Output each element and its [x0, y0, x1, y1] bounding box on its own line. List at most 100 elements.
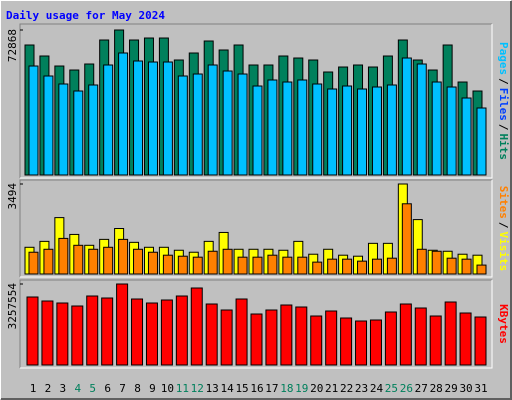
legend-entry: Hits [497, 134, 510, 161]
bar [73, 90, 84, 176]
bar [297, 79, 308, 176]
bar [355, 320, 368, 366]
bar [131, 298, 144, 366]
bar [459, 312, 472, 366]
bar [416, 248, 427, 275]
bar [476, 107, 487, 176]
legend-entry: / [497, 124, 510, 131]
bar [431, 250, 442, 275]
bar [192, 256, 203, 275]
bar [88, 248, 99, 275]
bar [162, 254, 173, 275]
bar [162, 61, 173, 176]
legend: KBytes [497, 304, 510, 344]
bar [220, 309, 233, 366]
x-tick-label: 4 [74, 382, 81, 395]
legend-entry: / [497, 222, 510, 229]
legend-entry: Files [497, 88, 510, 121]
x-tick-label: 21 [325, 382, 338, 395]
bar [71, 305, 84, 366]
bar [461, 258, 472, 275]
bar [177, 75, 188, 176]
y-tick-label: 3494 [6, 183, 19, 210]
bar [133, 248, 144, 275]
bar [416, 63, 427, 176]
bar [327, 88, 338, 176]
x-tick-label: 8 [134, 382, 141, 395]
bar [116, 283, 129, 366]
bar [280, 304, 293, 366]
bar [431, 81, 442, 176]
legend-entry: Visits [497, 232, 510, 272]
bar [444, 301, 457, 366]
x-tick-label: 25 [385, 382, 398, 395]
bar [133, 60, 144, 176]
bar [357, 260, 368, 275]
x-tick-label: 16 [250, 382, 263, 395]
bar [461, 97, 472, 176]
bar [369, 319, 382, 366]
bar [190, 287, 203, 366]
bar [192, 73, 203, 176]
bar [267, 79, 278, 176]
bar [282, 256, 293, 275]
bar [386, 257, 397, 275]
x-tick-label: 18 [280, 382, 293, 395]
bar [147, 251, 158, 275]
x-tick-label: 20 [310, 382, 323, 395]
x-tick-label: 7 [119, 382, 126, 395]
x-tick-label: 9 [149, 382, 156, 395]
bar [147, 61, 158, 176]
bar [312, 261, 323, 275]
legend-entry: KBytes [497, 304, 510, 344]
bar [384, 311, 397, 366]
x-tick-label: 29 [445, 382, 458, 395]
x-tick-label: 3 [60, 382, 67, 395]
x-tick-label: 19 [295, 382, 308, 395]
bar [252, 85, 263, 176]
bar [414, 307, 427, 366]
bar [297, 256, 308, 275]
x-tick-label: 13 [206, 382, 219, 395]
y-tick-label: 72868 [6, 29, 19, 62]
legend: Sites / Visits [497, 186, 510, 272]
bar [207, 250, 218, 275]
panel-border-dark [19, 23, 492, 178]
x-tick-label: 30 [459, 382, 472, 395]
bar [28, 65, 39, 176]
bar [175, 295, 188, 366]
bar [401, 203, 412, 275]
bar [342, 85, 353, 176]
bar [28, 251, 39, 275]
x-tick-label: 22 [340, 382, 353, 395]
panel-border-light [20, 280, 493, 369]
bar [342, 258, 353, 275]
bar [310, 315, 323, 366]
bar [145, 302, 158, 366]
bar [58, 237, 69, 275]
x-tick-label: 24 [370, 382, 384, 395]
bar [160, 299, 173, 366]
x-tick-label: 2 [45, 382, 52, 395]
bar [371, 86, 382, 176]
bar [26, 296, 39, 366]
x-tick-label: 17 [265, 382, 278, 395]
bar [43, 248, 54, 275]
x-tick-label: 6 [104, 382, 111, 395]
x-tick-label: 12 [191, 382, 204, 395]
legend-entry: Pages [497, 42, 510, 75]
x-tick-label: 31 [474, 382, 487, 395]
bar [205, 303, 218, 366]
bar [474, 316, 487, 366]
x-tick-label: 1 [30, 382, 37, 395]
bar [103, 64, 114, 176]
bar [101, 297, 114, 366]
bar [476, 264, 487, 275]
bar [357, 88, 368, 176]
legend-entry: Sites [497, 186, 510, 219]
y-tick-label: 3257554 [6, 283, 19, 330]
bar [88, 84, 99, 176]
x-tick-label: 14 [221, 382, 235, 395]
bar [265, 309, 278, 366]
